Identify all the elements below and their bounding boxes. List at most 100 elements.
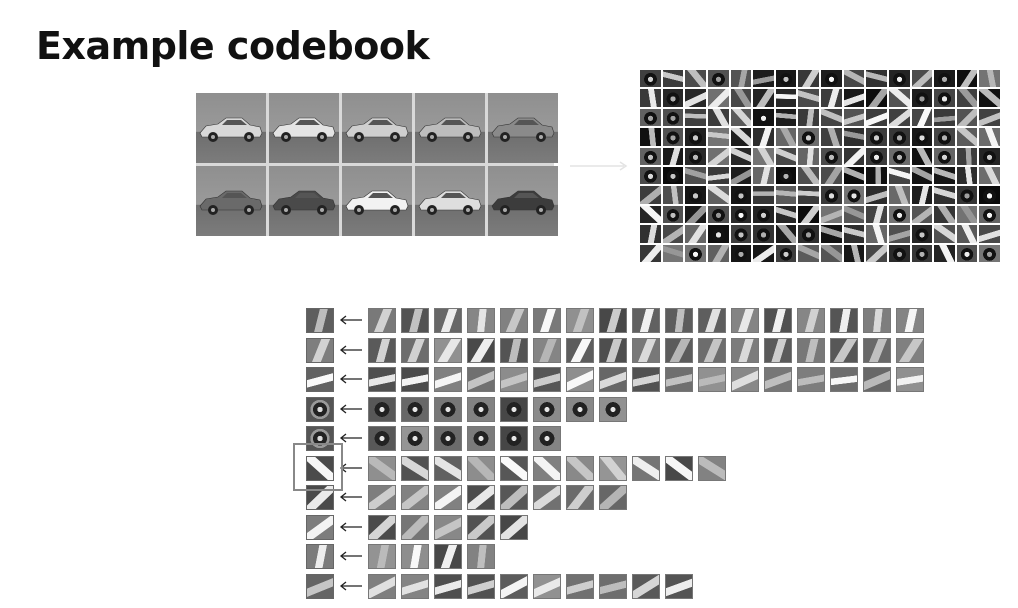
image-patch <box>956 244 978 262</box>
member-patch <box>863 307 891 333</box>
image-patch <box>956 166 978 185</box>
cluster-members <box>368 366 924 392</box>
image-patch <box>843 147 865 165</box>
cluster-row <box>306 514 528 540</box>
image-patch <box>685 70 706 88</box>
image-patch <box>911 147 933 165</box>
image-patch <box>888 70 910 88</box>
member-patch <box>797 307 825 333</box>
member-patch <box>500 425 528 451</box>
image-patch <box>775 108 797 127</box>
image-patch <box>843 70 865 88</box>
member-patch <box>401 337 429 363</box>
car-image <box>196 166 266 236</box>
car-image <box>269 166 339 236</box>
image-patch <box>843 128 865 146</box>
image-patch <box>979 89 1000 107</box>
cluster-row <box>306 543 495 569</box>
member-patch <box>632 337 660 363</box>
member-patch <box>368 514 396 540</box>
cluster-row <box>306 484 627 510</box>
member-patch <box>698 337 726 363</box>
member-patch <box>368 396 396 422</box>
member-patch <box>368 425 396 451</box>
image-patch <box>798 166 819 185</box>
cluster-center-patch <box>306 573 334 599</box>
image-patch <box>979 128 1000 146</box>
image-patch <box>911 186 933 204</box>
member-patch <box>896 366 924 392</box>
member-patch <box>632 455 660 481</box>
member-patch <box>401 484 429 510</box>
image-patch <box>821 205 842 224</box>
image-patch <box>775 244 797 262</box>
image-patch <box>934 205 955 224</box>
image-patch <box>730 128 752 146</box>
member-patch <box>566 337 594 363</box>
image-patch <box>934 89 955 107</box>
image-patch <box>730 244 752 262</box>
image-patch <box>821 147 842 165</box>
image-patch <box>821 108 842 127</box>
member-patch <box>368 455 396 481</box>
member-patch <box>368 337 396 363</box>
image-patch <box>685 166 706 185</box>
highlight-box <box>293 443 343 491</box>
image-patch <box>934 186 955 204</box>
member-patch <box>665 573 693 599</box>
image-patch <box>866 225 887 243</box>
image-patch <box>843 166 865 185</box>
left-arrow-icon <box>339 492 362 502</box>
image-patch <box>934 166 955 185</box>
member-patch <box>434 484 462 510</box>
member-patch <box>500 514 528 540</box>
member-patch <box>434 366 462 392</box>
image-patch <box>707 166 729 185</box>
member-patch <box>401 396 429 422</box>
image-patch <box>640 166 661 185</box>
member-patch <box>434 514 462 540</box>
slide-title: Example codebook <box>36 24 430 68</box>
image-patch <box>753 89 774 107</box>
image-patch <box>640 244 661 262</box>
image-patch <box>730 70 752 88</box>
cluster-members <box>368 543 495 569</box>
cluster-center-patch <box>306 366 334 392</box>
cluster-center-patch <box>306 337 334 363</box>
member-patch <box>401 514 429 540</box>
member-patch <box>434 425 462 451</box>
image-patch <box>662 147 684 165</box>
image-patch <box>685 244 706 262</box>
cluster-center-patch <box>306 396 334 422</box>
member-patch <box>434 455 462 481</box>
member-patch <box>467 543 495 569</box>
member-patch <box>434 337 462 363</box>
car-image <box>269 93 339 163</box>
image-patch <box>911 166 933 185</box>
member-patch <box>632 573 660 599</box>
image-patch <box>956 70 978 88</box>
member-patch <box>467 573 495 599</box>
image-patch <box>640 70 661 88</box>
image-patch <box>821 128 842 146</box>
image-patch <box>866 70 887 88</box>
member-patch <box>500 366 528 392</box>
left-arrow-icon <box>339 551 362 561</box>
image-patch <box>707 225 729 243</box>
cluster-row <box>306 366 924 392</box>
member-patch <box>533 573 561 599</box>
image-patch <box>707 205 729 224</box>
left-arrow-icon <box>339 404 362 414</box>
image-patch <box>934 225 955 243</box>
image-patch <box>934 108 955 127</box>
image-patch <box>730 205 752 224</box>
image-patch <box>707 186 729 204</box>
image-patch <box>821 186 842 204</box>
image-patch <box>798 108 819 127</box>
cluster-row <box>306 337 924 363</box>
member-patch <box>401 425 429 451</box>
image-patch <box>911 89 933 107</box>
image-patch <box>979 225 1000 243</box>
image-patch <box>640 225 661 243</box>
image-patch <box>956 205 978 224</box>
